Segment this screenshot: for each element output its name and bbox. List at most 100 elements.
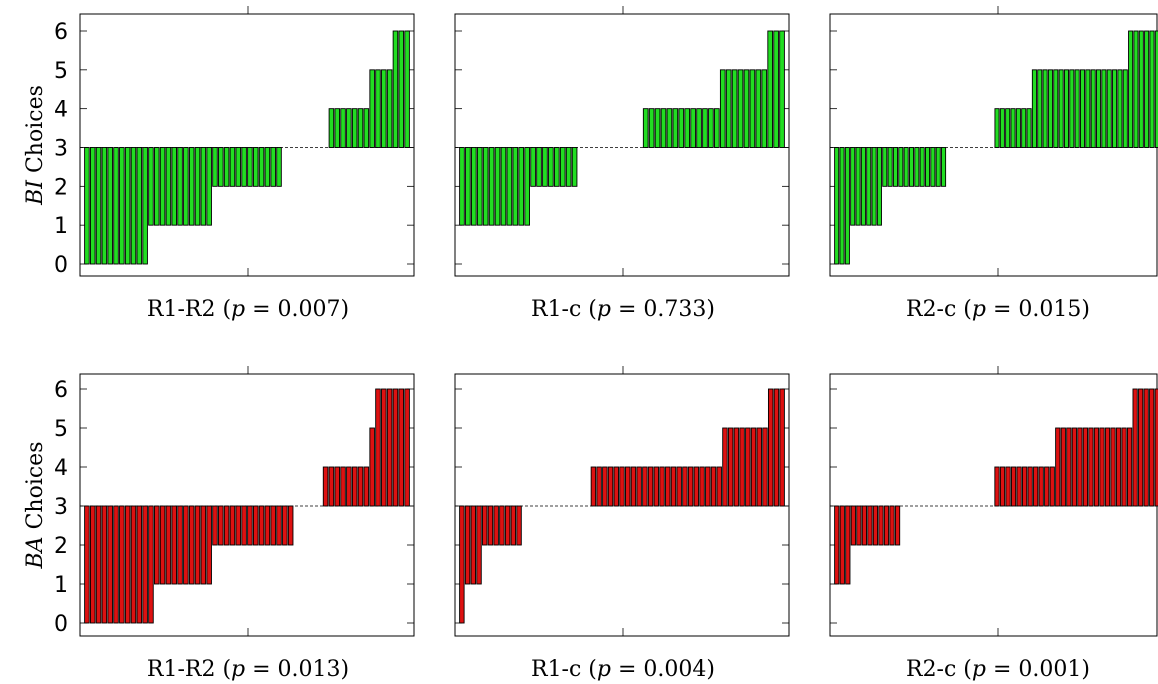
bar [722, 427, 728, 507]
bar [1053, 69, 1059, 148]
bar [565, 147, 572, 187]
bar [999, 108, 1005, 148]
bar [398, 388, 405, 507]
bar [872, 505, 879, 546]
bar [1021, 108, 1027, 148]
y-tick-label: 0 [54, 253, 68, 278]
bar [882, 147, 888, 187]
bar [340, 466, 346, 507]
bar [188, 505, 195, 585]
bar [464, 505, 471, 585]
bar [471, 147, 477, 226]
bar [177, 505, 183, 585]
bar [107, 505, 113, 624]
bar [898, 147, 904, 187]
x-axis-label: R1-c (p = 0.004) [531, 657, 715, 682]
bar [1090, 69, 1096, 148]
bar [1088, 427, 1094, 507]
bar [559, 147, 566, 187]
bar [930, 147, 936, 187]
bar [767, 388, 774, 507]
bar [731, 69, 738, 148]
bar [107, 147, 113, 265]
bar [653, 466, 660, 507]
bar [276, 147, 282, 187]
bar [925, 147, 931, 187]
bar [206, 505, 212, 585]
bar [89, 505, 96, 624]
bar [398, 30, 405, 148]
bar [369, 427, 375, 507]
bar [1066, 427, 1072, 507]
bar [1010, 108, 1016, 148]
bar [845, 505, 851, 585]
bar [200, 147, 207, 226]
bar [743, 69, 750, 148]
bar [194, 505, 201, 585]
bar [1069, 69, 1075, 148]
y-tick-label: 1 [54, 573, 68, 598]
plot-frame [79, 373, 415, 637]
bar [386, 388, 393, 507]
bar [340, 108, 346, 148]
bar [499, 505, 505, 546]
x-axis-label: R1-R2 (p = 0.013) [147, 657, 349, 682]
bar [130, 505, 137, 624]
bar [571, 147, 578, 187]
chart-panel-4: 0 1 2 3 4 5 6 R1-R2 (p = 0.013) BA Choices [23, 366, 415, 682]
bar [351, 108, 358, 148]
bar [756, 427, 762, 507]
bar [699, 466, 705, 507]
bar [200, 505, 207, 585]
bar [470, 505, 477, 585]
bar [183, 505, 189, 585]
bar [714, 108, 720, 148]
bar [678, 108, 685, 148]
bar [1096, 69, 1102, 148]
bar [1117, 69, 1123, 148]
bar [488, 147, 495, 226]
bar [346, 466, 352, 507]
bar [779, 30, 785, 148]
bar [867, 505, 873, 546]
bar [113, 147, 119, 265]
bar [264, 147, 271, 187]
bar [625, 466, 631, 507]
bar [878, 505, 884, 546]
bar [935, 147, 941, 187]
bar [252, 147, 259, 187]
bar [375, 388, 381, 507]
bar [733, 427, 740, 507]
bar [876, 147, 882, 226]
bar [500, 147, 507, 226]
bar [619, 466, 625, 507]
bar [889, 505, 895, 546]
bar [154, 505, 160, 585]
bar [287, 505, 294, 546]
bar [761, 69, 768, 148]
y-tick-label: 3 [54, 137, 68, 162]
bar [476, 147, 483, 226]
bar [719, 69, 726, 148]
bar [866, 147, 872, 226]
bar [241, 505, 247, 546]
bar [1154, 30, 1158, 148]
bar [1082, 427, 1089, 507]
bar [1154, 388, 1158, 507]
bar [1042, 69, 1048, 148]
bar [1143, 388, 1149, 507]
bar [1022, 466, 1028, 507]
bar [548, 147, 554, 187]
bar [148, 147, 154, 226]
bar [702, 108, 708, 148]
bar [1079, 69, 1086, 148]
bar [386, 69, 393, 148]
bar [270, 505, 276, 546]
bar [506, 147, 513, 226]
bar [1047, 69, 1053, 148]
bar [737, 69, 744, 148]
bar [218, 147, 224, 187]
bar [282, 505, 288, 546]
bar [1027, 466, 1033, 507]
plot-frame [454, 13, 790, 277]
